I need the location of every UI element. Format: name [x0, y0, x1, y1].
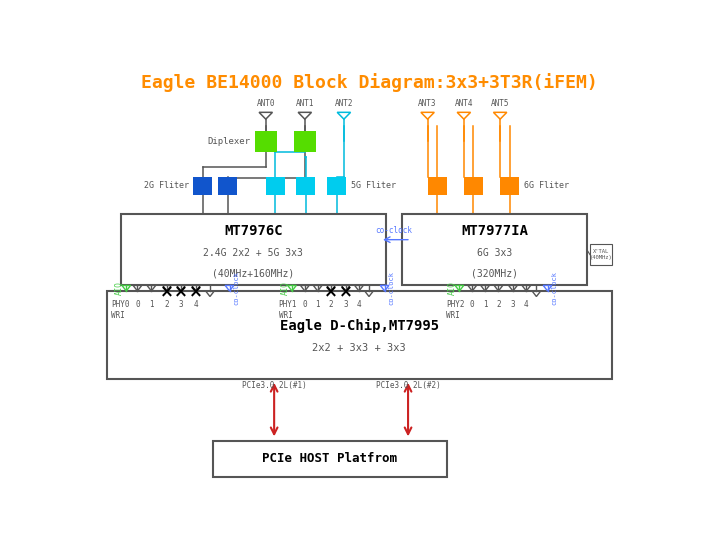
Text: co-clock: co-clock: [376, 226, 413, 235]
Text: ×: ×: [189, 283, 203, 301]
Text: ×: ×: [324, 283, 338, 301]
Text: 2G Fliter: 2G Fliter: [144, 181, 189, 190]
Bar: [121, 214, 386, 285]
Text: 2: 2: [329, 300, 333, 309]
Text: 0: 0: [302, 300, 307, 309]
Text: 3: 3: [343, 300, 348, 309]
Text: 5G Fliter: 5G Fliter: [351, 181, 395, 190]
Bar: [402, 214, 587, 285]
Text: ANT2: ANT2: [335, 99, 353, 108]
Text: 0: 0: [470, 300, 474, 309]
Bar: [297, 177, 315, 195]
Text: PCIe3.0 2L(#2): PCIe3.0 2L(#2): [376, 381, 441, 390]
Text: 4: 4: [194, 300, 198, 309]
Text: 4: 4: [524, 300, 528, 309]
Text: PCIe HOST Platfrom: PCIe HOST Platfrom: [262, 452, 397, 465]
Text: 0: 0: [135, 300, 140, 309]
Bar: [327, 177, 346, 195]
Text: 6G 3x3: 6G 3x3: [477, 248, 512, 258]
Bar: [255, 130, 277, 152]
Text: co-clock: co-clock: [552, 271, 557, 305]
Text: 2x2 + 3x3 + 3x3: 2x2 + 3x3 + 3x3: [312, 343, 406, 353]
Bar: [266, 177, 284, 195]
Text: 3: 3: [179, 300, 184, 309]
Text: (40MHz+160MHz): (40MHz+160MHz): [212, 269, 294, 279]
Text: PHY0
WRI: PHY0 WRI: [111, 300, 130, 320]
Bar: [464, 177, 483, 195]
Bar: [107, 291, 612, 379]
Text: 2.4G 2x2 + 5G 3x3: 2.4G 2x2 + 5G 3x3: [203, 248, 303, 258]
Text: ANT4: ANT4: [454, 99, 473, 108]
Text: ANT1: ANT1: [296, 99, 314, 108]
Text: 2: 2: [165, 300, 169, 309]
Text: ×: ×: [174, 283, 188, 301]
Text: PCIe3.0 2L(#1): PCIe3.0 2L(#1): [242, 381, 307, 390]
Text: 1: 1: [482, 300, 487, 309]
Text: 1: 1: [149, 300, 153, 309]
Bar: [193, 177, 212, 195]
Text: co-clock: co-clock: [233, 271, 239, 305]
Text: ANT3: ANT3: [418, 99, 437, 108]
Text: ANT5: ANT5: [491, 99, 509, 108]
Text: ANT0: ANT0: [256, 99, 275, 108]
Text: AIQ: AIQ: [448, 281, 457, 295]
Bar: [218, 177, 238, 195]
Text: co-clock: co-clock: [388, 271, 395, 305]
Text: Eagle D-Chip,MT7995: Eagle D-Chip,MT7995: [279, 319, 438, 333]
Text: 2: 2: [496, 300, 501, 309]
Text: MT7977IA: MT7977IA: [461, 224, 528, 238]
Text: 6G Fliter: 6G Fliter: [523, 181, 569, 190]
Bar: [500, 177, 519, 195]
Text: AIQ: AIQ: [115, 281, 124, 295]
Text: Diplexer: Diplexer: [207, 137, 250, 146]
Text: ×: ×: [338, 283, 353, 301]
Text: AIQ: AIQ: [281, 281, 289, 295]
Bar: [590, 244, 612, 265]
Text: X'TAL
(40MHz): X'TAL (40MHz): [590, 249, 613, 260]
Bar: [294, 130, 316, 152]
Text: (320MHz): (320MHz): [471, 269, 518, 279]
Text: MT7976C: MT7976C: [224, 224, 282, 238]
Text: ×: ×: [160, 283, 174, 301]
Bar: [428, 177, 446, 195]
Bar: [213, 441, 447, 477]
Text: 1: 1: [315, 300, 320, 309]
Text: PHY2
WRI: PHY2 WRI: [446, 300, 464, 320]
Text: Eagle BE14000 Block Diagram:3x3+3T3R(iFEM): Eagle BE14000 Block Diagram:3x3+3T3R(iFE…: [140, 73, 598, 92]
Text: PHY1
WRI: PHY1 WRI: [279, 300, 297, 320]
Text: 3: 3: [510, 300, 516, 309]
Text: 4: 4: [356, 300, 361, 309]
